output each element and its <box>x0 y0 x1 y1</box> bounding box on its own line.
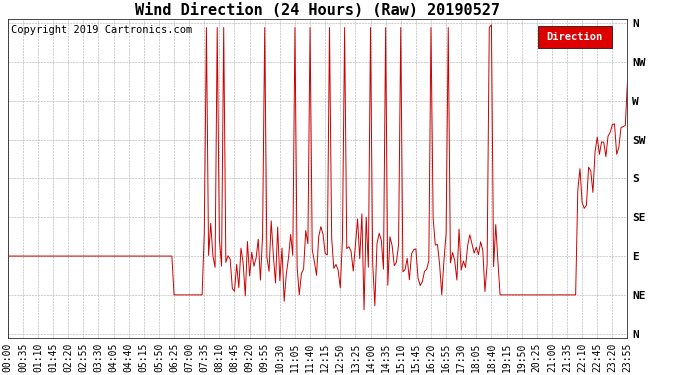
Title: Wind Direction (24 Hours) (Raw) 20190527: Wind Direction (24 Hours) (Raw) 20190527 <box>135 3 500 18</box>
FancyBboxPatch shape <box>538 26 612 48</box>
Text: Direction: Direction <box>546 32 603 42</box>
Text: Copyright 2019 Cartronics.com: Copyright 2019 Cartronics.com <box>11 26 192 35</box>
